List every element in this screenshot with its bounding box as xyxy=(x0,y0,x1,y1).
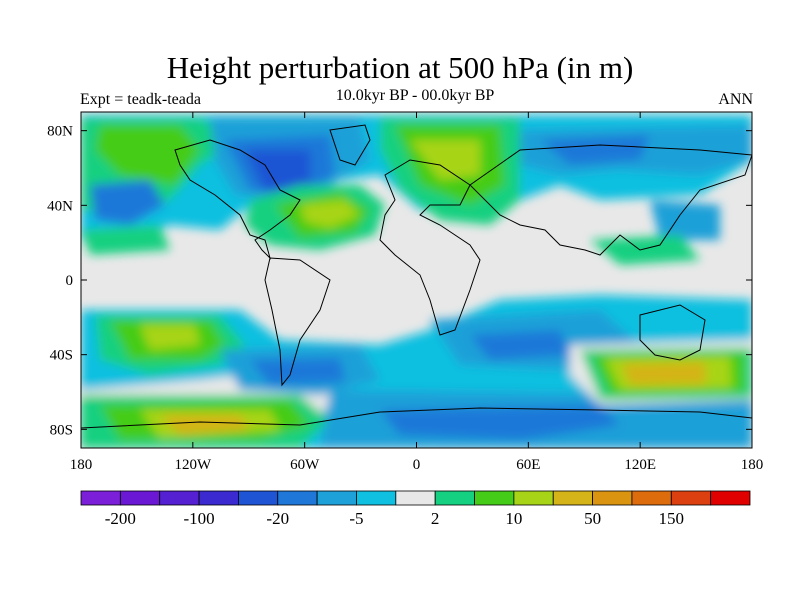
colorbar-label: -100 xyxy=(183,509,214,528)
coastline-south-america xyxy=(264,257,331,387)
lon-tick-label: 180 xyxy=(70,457,93,473)
colorbar-swatch xyxy=(592,490,633,506)
contour-region xyxy=(540,135,650,165)
coastline-africa-europe xyxy=(379,159,481,336)
lat-tick-label: 40N xyxy=(47,198,73,214)
contour-region xyxy=(470,330,570,360)
colorbar-swatch xyxy=(552,490,593,506)
coastlines xyxy=(81,124,752,429)
lon-tick-label: 60E xyxy=(516,457,540,473)
lon-tick-label: 120W xyxy=(174,457,212,473)
colorbar-label: 10 xyxy=(505,509,522,528)
coastline-greenland xyxy=(329,124,371,166)
colorbar-swatch xyxy=(631,490,672,506)
contour-region xyxy=(410,140,480,180)
colorbar xyxy=(80,490,751,506)
contour-region xyxy=(140,325,200,350)
season-label: ANN xyxy=(718,91,753,108)
plot-title: Height perturbation at 500 hPa (in m) xyxy=(166,50,634,85)
contour-region xyxy=(380,405,620,440)
lon-tick-label: 120E xyxy=(624,457,656,473)
colorbar-swatch xyxy=(474,490,515,506)
colorbar-swatch xyxy=(434,490,475,506)
contour-region xyxy=(160,415,250,435)
contour-region xyxy=(622,362,706,385)
colorbar-swatch xyxy=(277,490,318,506)
lon-tick-label: 0 xyxy=(413,457,421,473)
contour-region xyxy=(250,358,345,385)
lon-tick-label: 180 xyxy=(741,457,764,473)
contour-region xyxy=(95,125,200,185)
coastline-antarctica xyxy=(81,407,752,429)
colorbar-swatch xyxy=(119,490,161,506)
period-label: 10.0kyr BP - 00.0kyr BP xyxy=(335,87,495,104)
coastline-north-america xyxy=(174,139,301,260)
colorbar-label: 50 xyxy=(584,509,601,528)
contour-region xyxy=(300,200,360,228)
contour-field xyxy=(81,112,752,448)
colorbar-label: 150 xyxy=(659,509,685,528)
coastline-australia xyxy=(639,304,706,361)
colorbar-swatch xyxy=(356,490,397,506)
experiment-label: Expt = teadk-teada xyxy=(80,91,201,108)
colorbar-swatch xyxy=(316,490,357,506)
lat-tick-label: 40S xyxy=(50,348,73,364)
longitude-axis: 180 120W 60W 0 60E 120E 180 xyxy=(70,112,764,473)
colorbar-swatch xyxy=(80,490,121,506)
lat-tick-label: 80S xyxy=(50,422,73,438)
lat-tick-label: 0 xyxy=(66,273,74,289)
colorbar-label: -5 xyxy=(349,509,363,528)
contour-region xyxy=(590,235,700,265)
colorbar-swatch xyxy=(238,490,279,506)
lat-tick-label: 80N xyxy=(47,124,73,140)
colorbar-label: 2 xyxy=(431,509,440,528)
colorbar-swatch xyxy=(159,490,200,506)
colorbar-labels: -200 -100 -20 -5 2 10 50 150 xyxy=(105,509,684,528)
colorbar-swatch xyxy=(710,490,751,506)
contour-region xyxy=(90,180,165,225)
colorbar-swatch xyxy=(395,490,436,506)
contour-region xyxy=(81,225,170,255)
colorbar-swatch xyxy=(513,490,554,506)
colorbar-swatch xyxy=(198,490,239,506)
coastline-asia xyxy=(469,144,752,256)
lon-tick-label: 60W xyxy=(290,457,320,473)
colorbar-label: -200 xyxy=(105,509,136,528)
contour-region xyxy=(650,200,720,240)
colorbar-swatch xyxy=(670,490,712,506)
contour-region xyxy=(245,150,310,192)
colorbar-label: -20 xyxy=(266,509,289,528)
latitude-axis: 80N 40N 0 40S 80S xyxy=(47,124,752,438)
